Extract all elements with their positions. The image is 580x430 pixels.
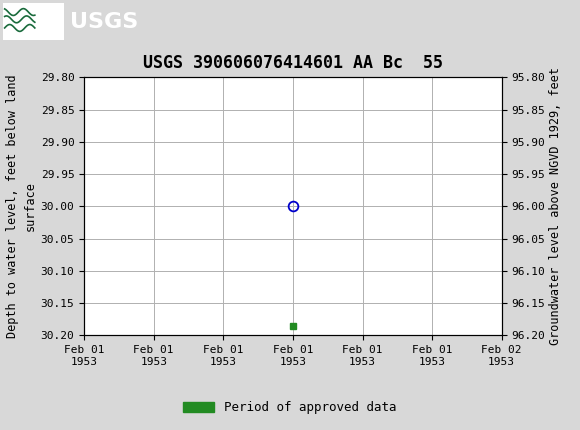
Text: USGS: USGS [70,12,138,31]
Y-axis label: Depth to water level, feet below land
surface: Depth to water level, feet below land su… [6,74,37,338]
Y-axis label: Groundwater level above NGVD 1929, feet: Groundwater level above NGVD 1929, feet [549,68,563,345]
Legend: Period of approved data: Period of approved data [178,396,402,419]
FancyBboxPatch shape [3,3,64,40]
Title: USGS 390606076414601 AA Bc  55: USGS 390606076414601 AA Bc 55 [143,54,443,72]
